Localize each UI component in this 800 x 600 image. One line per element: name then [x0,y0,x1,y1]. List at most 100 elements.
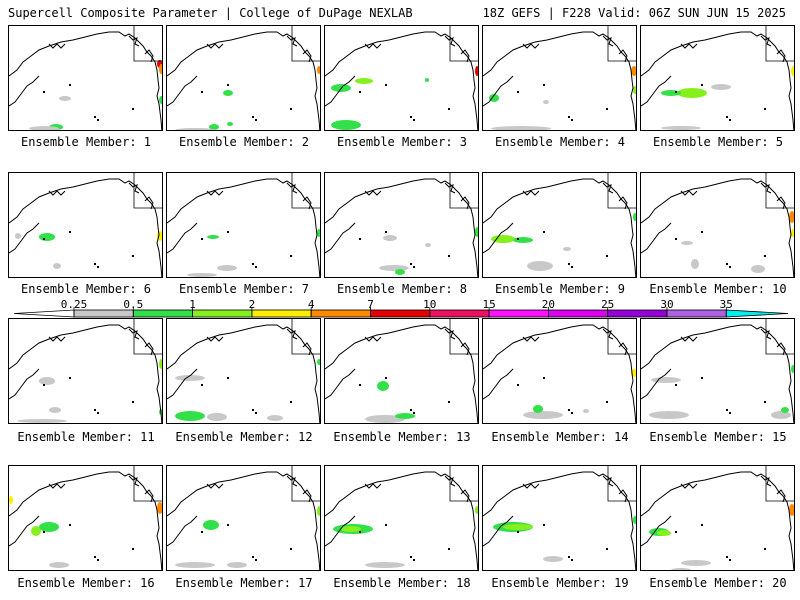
parameter-shading [543,100,549,104]
parameter-shading [207,413,227,421]
coastline [460,342,470,356]
island [726,263,728,265]
coastline [618,489,628,503]
coastline [602,182,614,194]
colorbar-segment [488,309,549,318]
coastline [302,342,312,356]
ensemble-member-label: Ensemble Member: 12 [175,430,313,444]
island [543,231,545,233]
coastline [48,43,66,49]
colorbar-tick-label: 7 [367,298,374,311]
ensemble-member-label: Ensemble Member: 8 [336,282,468,296]
coastline [483,471,636,570]
island [729,412,731,414]
coastline [776,49,786,63]
parameter-shading [503,524,533,530]
ensemble-map-panel [640,25,795,131]
island [606,108,608,110]
island [675,384,677,386]
map-canvas [483,319,636,423]
island [201,238,203,240]
parameter-shading [187,273,217,277]
parameter-shading [527,261,553,271]
island [385,377,387,379]
island [764,255,766,257]
island [568,116,570,118]
island [543,377,545,379]
island [701,84,703,86]
political-border [133,173,162,209]
parameter-shading [365,415,405,423]
island [69,84,71,86]
coastline [641,31,794,130]
political-border [291,319,320,355]
map-canvas [167,173,320,277]
parameter-shading [59,96,71,101]
island [255,412,257,414]
coastline [483,75,514,107]
coastline [9,368,40,400]
ensemble-member-label: Ensemble Member: 3 [336,135,468,149]
island [568,263,570,265]
island [729,119,731,121]
island [201,91,203,93]
island [69,231,71,233]
island [359,384,361,386]
ensemble-map-panel [640,172,795,278]
coastline [364,190,382,196]
map-canvas [167,319,320,423]
island [606,255,608,257]
island [227,524,229,526]
parameter-shading [791,66,794,76]
map-canvas [641,26,794,130]
ensemble-member-label: Ensemble Member: 15 [649,430,787,444]
ensemble-member-label: Ensemble Member: 10 [649,282,787,296]
island [97,119,99,121]
coastline [9,178,162,277]
island [385,231,387,233]
island [227,377,229,379]
parameter-shading [791,365,794,373]
coastline [522,483,540,489]
map-canvas [167,26,320,130]
coastline [144,342,154,356]
parameter-shading [661,126,701,130]
coastline [483,31,636,130]
map-canvas [167,466,320,570]
parameter-shading [425,243,431,247]
parameter-shading [395,413,415,419]
island [571,559,573,561]
parameter-shading [633,213,636,221]
coastline [641,222,672,254]
political-border [291,466,320,502]
political-border [449,173,478,209]
island [606,548,608,550]
ensemble-member-label: Ensemble Member: 20 [649,576,787,590]
map-canvas [641,319,794,423]
parameter-shading [563,247,571,251]
coastline [618,342,628,356]
island [413,412,415,414]
parameter-shading [475,66,478,76]
coastline [618,49,628,63]
island [543,84,545,86]
map-canvas [483,466,636,570]
coastline [680,190,698,196]
parameter-shading [475,227,478,237]
parameter-shading [227,562,247,568]
island [448,548,450,550]
coastline [48,483,66,489]
ensemble-member-label: Ensemble Member: 2 [178,135,310,149]
colorbar-tick-label: 35 [719,298,733,311]
island [726,116,728,118]
map-canvas [325,466,478,570]
coastline [167,178,320,277]
colorbar-segment [73,309,134,318]
parameter-shading [377,381,389,391]
coastline [760,35,772,47]
political-border [449,466,478,502]
island [290,108,292,110]
island [729,266,731,268]
map-canvas [325,26,478,130]
coastline [776,342,786,356]
